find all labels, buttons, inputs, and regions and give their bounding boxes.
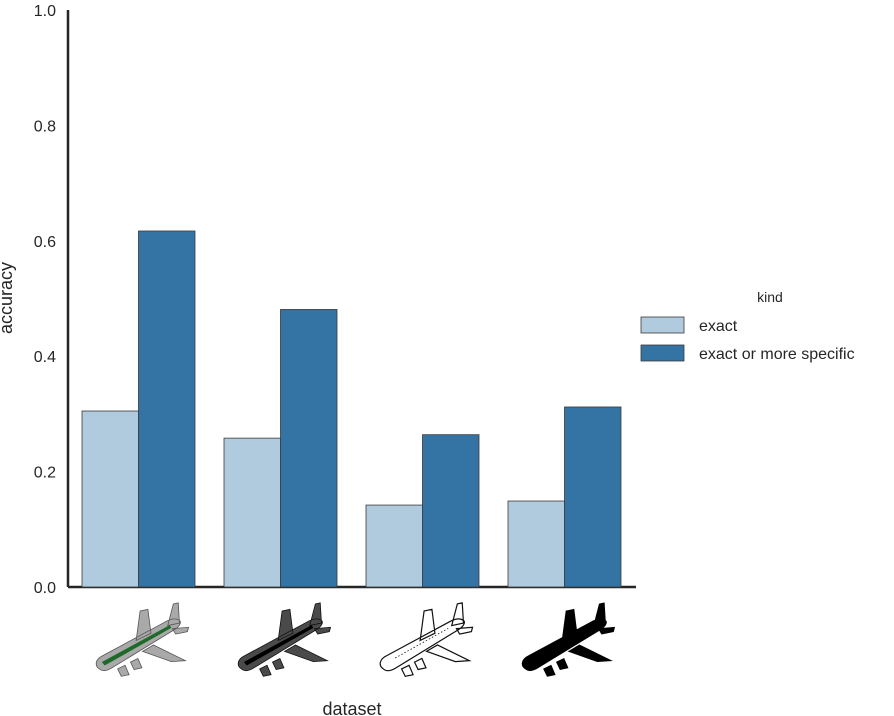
y-tick-label: 0.0	[34, 580, 56, 597]
y-tick-label: 0.4	[34, 349, 56, 366]
x-axis-label: dataset	[322, 699, 381, 716]
y-tick-label: 0.8	[34, 118, 56, 135]
airplane-grayscale-icon	[228, 601, 339, 682]
legend-swatch	[640, 344, 685, 362]
legend-title: kind	[757, 289, 783, 305]
bar-exact-or-more-specific	[138, 230, 196, 588]
bar-exact	[365, 504, 423, 588]
y-tick-label: 0.2	[34, 465, 56, 482]
legend-swatch	[640, 316, 685, 334]
bar-exact	[223, 437, 281, 588]
legend: kind exact exact or more specific	[640, 289, 855, 363]
airplane-color-icon	[86, 601, 197, 682]
airplane-outline-icon	[370, 601, 481, 682]
y-tick-label: 0.6	[34, 234, 56, 251]
y-axis-label: accuracy	[0, 262, 16, 334]
legend-label: exact	[699, 318, 738, 335]
bar-exact-or-more-specific	[564, 406, 622, 588]
bar-exact	[81, 410, 139, 588]
airplane-silhouette-icon	[512, 601, 623, 682]
bar-exact-or-more-specific	[422, 434, 480, 588]
legend-label: exact or more specific	[699, 346, 855, 363]
bar-exact-or-more-specific	[280, 309, 338, 588]
bar-exact	[507, 500, 565, 588]
y-tick-label: 1.0	[34, 3, 56, 20]
